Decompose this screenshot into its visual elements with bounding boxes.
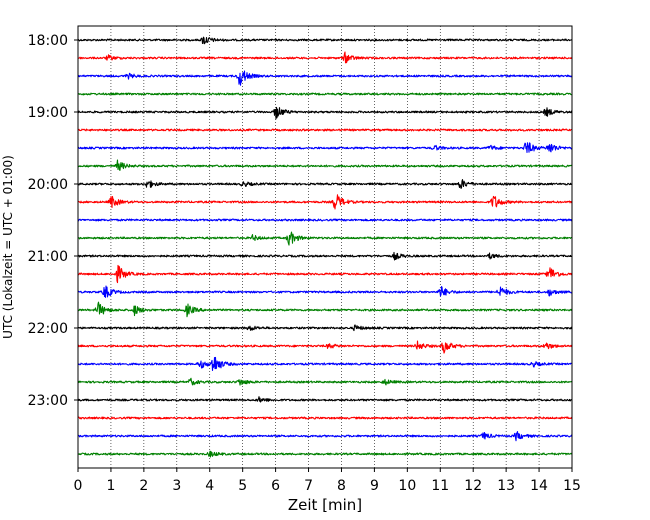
y-axis: 18:00 19:00 20:00 21:00 22:00 23:00 xyxy=(28,33,78,409)
x-tick-label: 0 xyxy=(74,478,83,494)
x-tick-label: 8 xyxy=(337,478,346,494)
x-tick-label: 13 xyxy=(497,478,515,494)
x-tick-label: 7 xyxy=(304,478,313,494)
x-tick-label: 1 xyxy=(106,478,115,494)
trace-1815 xyxy=(77,51,573,64)
x-tick-label: 15 xyxy=(563,478,581,494)
x-tick-label: 5 xyxy=(238,478,247,494)
y-tick-label: 20:00 xyxy=(28,177,68,193)
trace-1800 xyxy=(77,36,573,45)
trace-2345 xyxy=(77,450,573,458)
trace-2145 xyxy=(77,301,573,318)
y-axis-label: UTC (Lokalzeit = UTC + 01:00) xyxy=(1,155,15,339)
trace-1915 xyxy=(77,128,573,132)
trace-1900 xyxy=(77,106,573,120)
plot-frame xyxy=(77,25,573,469)
x-tick-label: 2 xyxy=(139,478,148,494)
y-tick-label: 23:00 xyxy=(28,393,68,409)
trace-2115 xyxy=(77,264,573,284)
trace-2030 xyxy=(77,218,573,222)
trace-2230 xyxy=(77,356,573,372)
trace-2315 xyxy=(77,416,573,420)
y-tick-label: 19:00 xyxy=(28,105,68,121)
trace-2245 xyxy=(77,377,573,386)
trace-2045 xyxy=(77,231,573,246)
trace-2130 xyxy=(77,285,573,298)
y-tick-label: 22:00 xyxy=(28,321,68,337)
x-tick-label: 3 xyxy=(172,478,181,494)
x-tick-label: 11 xyxy=(431,478,449,494)
x-tick-label: 9 xyxy=(370,478,379,494)
trace-2200 xyxy=(77,324,573,332)
x-tick-label: 6 xyxy=(271,478,280,494)
trace-2300 xyxy=(77,396,573,403)
y-tick-label: 21:00 xyxy=(28,249,68,265)
trace-1930 xyxy=(77,142,573,154)
trace-group xyxy=(77,36,573,458)
trace-1945 xyxy=(77,159,573,171)
trace-1845 xyxy=(77,92,573,96)
trace-2100 xyxy=(77,251,573,261)
trace-2215 xyxy=(77,340,573,354)
x-tick-label: 4 xyxy=(205,478,214,494)
trace-2330 xyxy=(77,431,573,442)
x-tick-label: 10 xyxy=(398,478,416,494)
x-tick-label: 12 xyxy=(464,478,482,494)
y-tick-label: 18:00 xyxy=(28,33,68,49)
x-tick-label: 14 xyxy=(530,478,548,494)
x-axis-label: Zeit [min] xyxy=(288,496,362,514)
trace-2000 xyxy=(77,179,573,189)
trace-1830 xyxy=(77,70,573,86)
trace-2015 xyxy=(77,194,573,210)
x-axis: 0 1 2 3 4 5 6 7 8 9 10 11 12 13 14 15 xyxy=(74,468,581,494)
